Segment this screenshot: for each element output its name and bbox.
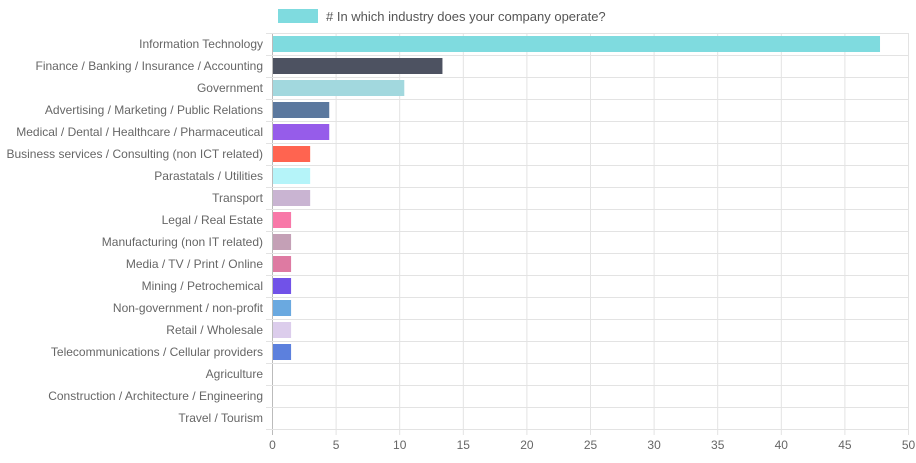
bar[interactable]	[273, 190, 311, 206]
y-tick-label: Manufacturing (non IT related)	[102, 235, 263, 249]
x-tick-label: 40	[775, 438, 789, 452]
bar[interactable]	[273, 124, 330, 140]
y-tick-label: Media / TV / Print / Online	[126, 257, 263, 271]
x-tick-label: 50	[902, 438, 916, 452]
y-tick-label: Parastatals / Utilities	[154, 169, 263, 183]
y-tick-label: Government	[197, 81, 264, 95]
y-axis-labels: Information Technology Finance / Banking …	[6, 37, 263, 425]
x-tick-label: 45	[838, 438, 852, 452]
grid	[266, 33, 909, 435]
bars	[273, 36, 881, 360]
y-tick-label: Non-government / non-profit	[113, 301, 264, 315]
bar[interactable]	[273, 256, 292, 272]
y-tick-label: Finance / Banking / Insurance / Accounti…	[36, 59, 263, 73]
y-tick-label: Medical / Dental / Healthcare / Pharmace…	[16, 125, 263, 139]
legend[interactable]: # In which industry does your company op…	[278, 9, 606, 24]
y-tick-label: Advertising / Marketing / Public Relatio…	[45, 103, 263, 117]
x-tick-label: 25	[584, 438, 598, 452]
legend-label: # In which industry does your company op…	[326, 9, 606, 24]
x-tick-label: 5	[333, 438, 340, 452]
bar[interactable]	[273, 80, 405, 96]
bar[interactable]	[273, 344, 292, 360]
x-tick-label: 35	[711, 438, 725, 452]
y-tick-label: Telecommunications / Cellular providers	[51, 345, 263, 359]
bar[interactable]	[273, 234, 292, 250]
y-tick-label: Construction / Architecture / Engineerin…	[48, 389, 263, 403]
bar[interactable]	[273, 146, 311, 162]
bar[interactable]	[273, 102, 330, 118]
bar[interactable]	[273, 322, 292, 338]
bar[interactable]	[273, 212, 292, 228]
y-tick-label: Agriculture	[206, 367, 264, 381]
y-tick-label: Legal / Real Estate	[162, 213, 264, 227]
legend-swatch	[278, 9, 318, 23]
y-tick-label: Mining / Petrochemical	[142, 279, 263, 293]
bar[interactable]	[273, 278, 292, 294]
x-axis-labels: 0 5 10 15 20 25 30 35 40 45 50	[269, 438, 915, 452]
y-tick-label: Business services / Consulting (non ICT …	[6, 147, 263, 161]
y-tick-label: Information Technology	[139, 37, 263, 51]
bar[interactable]	[273, 36, 881, 52]
x-tick-label: 15	[457, 438, 471, 452]
x-tick-label: 30	[647, 438, 661, 452]
bar[interactable]	[273, 58, 443, 74]
x-tick-label: 0	[269, 438, 276, 452]
x-tick-label: 10	[393, 438, 407, 452]
x-tick-label: 20	[520, 438, 534, 452]
y-tick-label: Retail / Wholesale	[166, 323, 263, 337]
y-tick-label: Transport	[212, 191, 264, 205]
bar[interactable]	[273, 300, 292, 316]
bar[interactable]	[273, 168, 311, 184]
y-tick-label: Travel / Tourism	[178, 411, 263, 425]
